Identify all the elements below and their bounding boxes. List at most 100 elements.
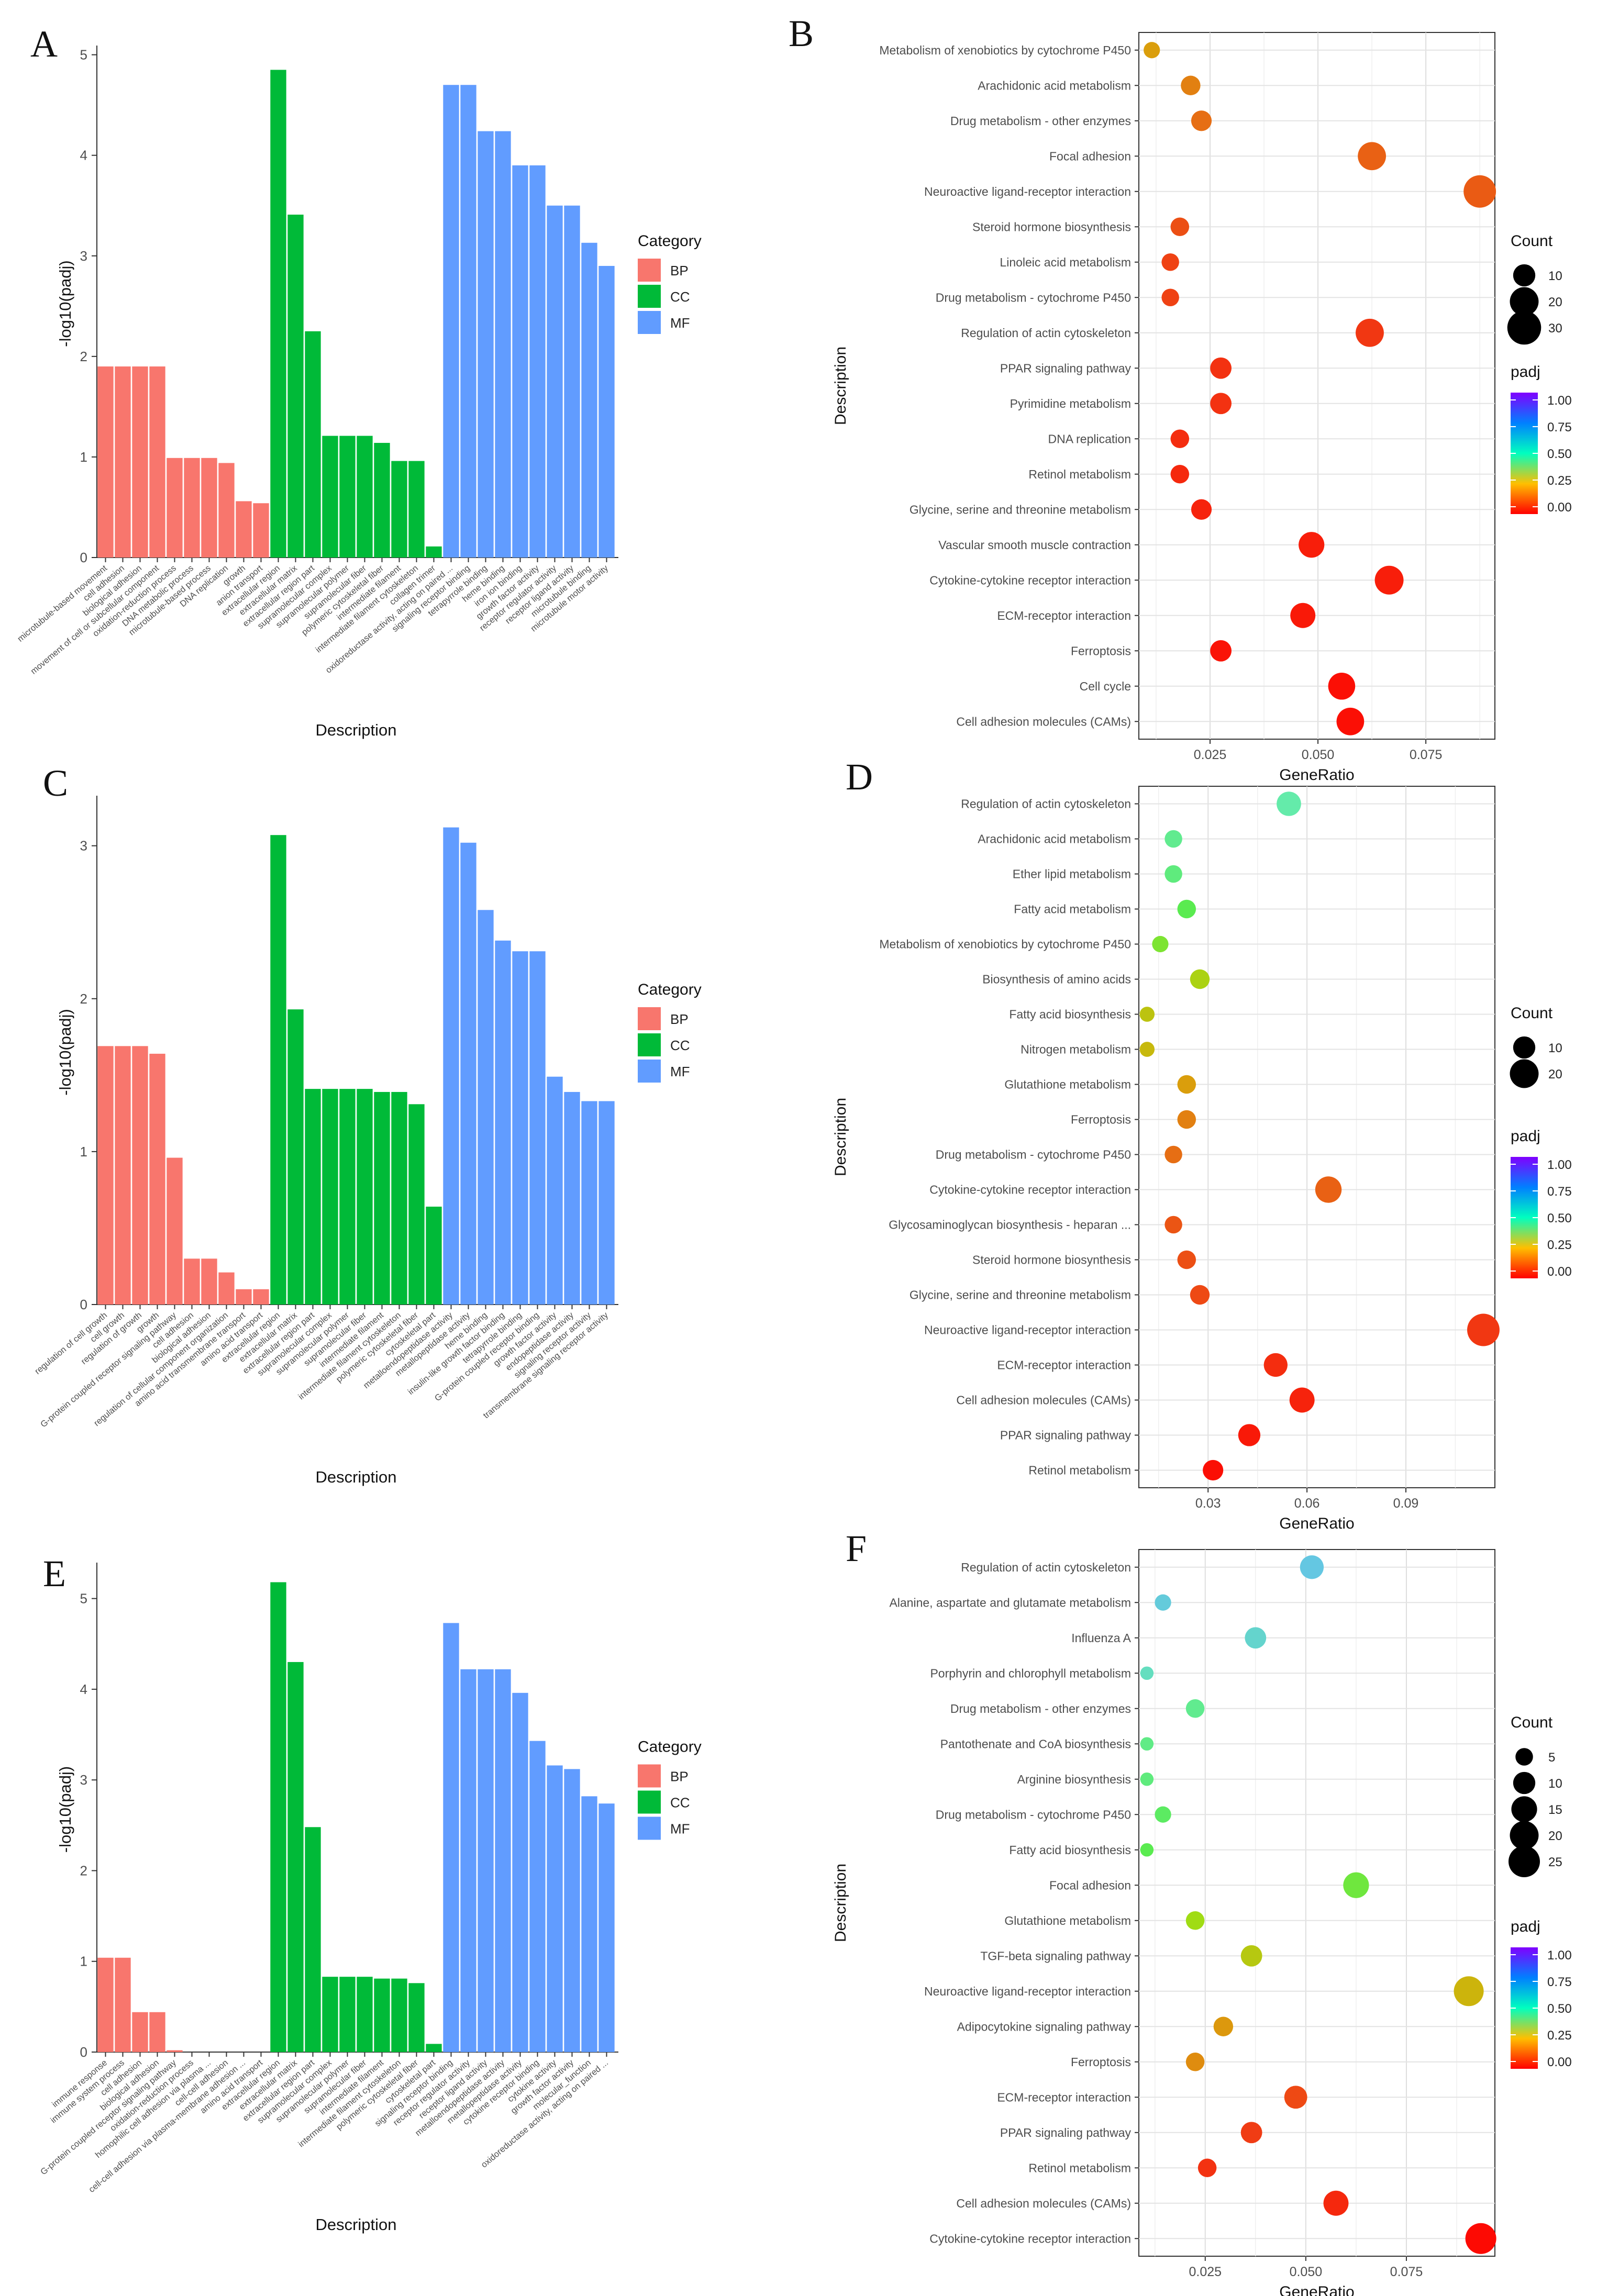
x-tick-label: 0.050 [1302, 748, 1335, 762]
legend-label-mf: MF [670, 1064, 690, 1079]
bar-mf-24 [512, 1692, 528, 2052]
y-tick-label: 1 [80, 1954, 87, 1969]
bar-mf-28 [581, 242, 597, 558]
bar-mf-28 [581, 1796, 597, 2052]
dot-plot-f: Regulation of actin cytoskeleton Alanine,… [832, 1549, 1572, 2296]
legend-swatch-cc [638, 1790, 661, 1814]
bar-bp-5 [184, 1258, 200, 1305]
bar-cc-10 [270, 835, 286, 1305]
x-axis-title: Description [315, 721, 396, 739]
term-label: Ferroptosis [1071, 644, 1131, 657]
bar-mf-23 [495, 1669, 511, 2052]
y-tick-label: 3 [80, 248, 87, 264]
term-label: Steroid hormone biosynthesis [972, 1253, 1131, 1267]
bar-mf-28 [581, 1101, 597, 1305]
dot-plot-b: Metabolism of xenobiotics by cytochrome … [832, 32, 1572, 784]
legend-swatch-mf [638, 311, 661, 334]
bar-bp-2 [132, 366, 148, 558]
panel-letter-c: C [43, 762, 68, 804]
x-tick-label: 0.025 [1194, 748, 1227, 762]
bar-mf-20 [443, 1623, 459, 2052]
bar-bp-2 [132, 2012, 148, 2052]
bar-bp-7 [218, 463, 235, 558]
bar-bp-1 [115, 1957, 131, 2052]
dot-point [1185, 1699, 1205, 1718]
dot-point [1336, 707, 1365, 735]
y-tick-label: 5 [80, 1591, 87, 1607]
count-legend-label: 5 [1548, 1751, 1555, 1765]
dot-point [1263, 1353, 1288, 1377]
dot-point [1140, 1843, 1154, 1857]
bar-bp-6 [201, 1258, 217, 1305]
legend-swatch-bp [638, 259, 661, 282]
term-label: TGF-beta signaling pathway [980, 1949, 1131, 1963]
count-legend-label: 10 [1548, 1041, 1562, 1055]
bar-cc-10 [270, 1582, 286, 2052]
dot-point [1240, 2122, 1262, 2144]
count-legend-label: 20 [1548, 1829, 1562, 1843]
term-label: Drug metabolism - cytochrome P450 [936, 291, 1131, 304]
bar-mf-26 [547, 1765, 563, 2052]
count-legend-label: 10 [1548, 269, 1562, 283]
plot-panel [1138, 32, 1495, 740]
dot-point [1139, 1007, 1155, 1022]
x-tick-label: 0.03 [1195, 1496, 1221, 1511]
bar-mf-20 [443, 85, 459, 558]
dot-plot-d: Regulation of actin cytoskeleton Arachido… [832, 786, 1572, 1532]
bar-bp-4 [167, 1157, 183, 1305]
term-label: Regulation of actin cytoskeleton [961, 797, 1131, 811]
legend-label-cc: CC [670, 289, 690, 305]
legend-title: Category [638, 981, 702, 998]
y-axis-title: -log10(padj) [56, 260, 74, 347]
dot-point [1140, 1666, 1154, 1680]
padj-tick-label: 0.50 [1547, 1211, 1572, 1225]
dot-point [1190, 969, 1210, 989]
bar-cc-19 [426, 2044, 442, 2052]
term-label: Drug metabolism - cytochrome P450 [936, 1148, 1131, 1162]
bar-mf-21 [460, 842, 476, 1305]
dot-point [1290, 603, 1316, 628]
bar-mf-25 [529, 1741, 546, 2052]
bar-mf-22 [478, 910, 494, 1305]
term-label: Arachidonic acid metabolism [978, 832, 1131, 846]
count-legend-label: 20 [1548, 1067, 1562, 1082]
bar-cc-16 [374, 1091, 390, 1305]
dot-point [1374, 565, 1404, 595]
term-label: Fatty acid biosynthesis [1009, 1843, 1131, 1857]
dot-point [1161, 253, 1179, 271]
count-legend-label: 10 [1548, 1777, 1562, 1791]
dot-point [1467, 1313, 1500, 1346]
padj-tick-label: 1.00 [1547, 1158, 1572, 1172]
bar-mf-24 [512, 951, 528, 1305]
term-label: Drug metabolism - cytochrome P450 [936, 1808, 1131, 1821]
dot-point [1140, 1772, 1154, 1786]
term-label: Nitrogen metabolism [1021, 1043, 1131, 1056]
term-label: Cytokine-cytokine receptor interaction [929, 1183, 1131, 1197]
bar-cc-17 [391, 1978, 407, 2052]
padj-tick-label: 1.00 [1547, 1948, 1572, 1963]
term-label: Ether lipid metabolism [1013, 867, 1131, 881]
y-tick-label: 4 [80, 148, 87, 163]
dot-point [1152, 935, 1169, 953]
bar-cc-14 [339, 1977, 356, 2052]
bar-cc-12 [305, 1089, 321, 1305]
term-label: Arginine biosynthesis [1017, 1773, 1131, 1786]
padj-tick-label: 0.00 [1547, 500, 1572, 515]
term-label: Linoleic acid metabolism [1000, 255, 1131, 269]
panel-letter-d: D [846, 756, 873, 798]
bar-bp-1 [115, 1046, 131, 1305]
x-tick-label: 0.050 [1290, 2265, 1323, 2279]
legend-label-bp: BP [670, 263, 689, 278]
term-label: Drug metabolism - other enzymes [950, 114, 1131, 128]
y-tick-label: 2 [80, 1863, 87, 1878]
term-label: Cytokine-cytokine receptor interaction [929, 573, 1131, 587]
x-tick-label: 0.075 [1410, 748, 1443, 762]
y-tick-label: 3 [80, 1772, 87, 1788]
bar-cc-18 [408, 1104, 425, 1305]
term-label: Cell adhesion molecules (CAMs) [956, 715, 1131, 728]
bar-mf-27 [564, 1091, 580, 1305]
padj-tick-label: 0.50 [1547, 447, 1572, 461]
bar-bp-3 [149, 2012, 165, 2052]
dot-point [1213, 2016, 1234, 2036]
bar-cc-15 [357, 1977, 373, 2052]
